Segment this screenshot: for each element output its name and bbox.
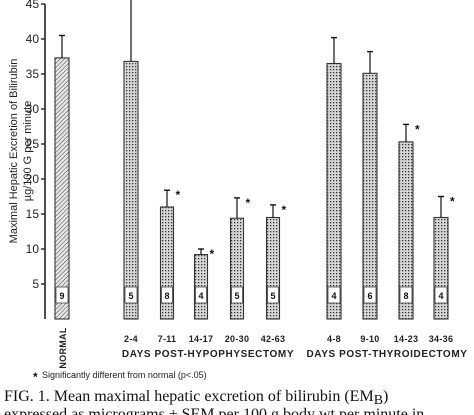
y-tick-label: 40 [26,32,40,46]
n-box [399,286,413,304]
n-label: 4 [438,291,443,301]
bar [326,62,342,320]
n-label: 5 [128,291,133,301]
category-label: 14-23 [394,334,419,344]
n-box [267,286,279,304]
footnote: * Significantly different from normal (p… [33,370,207,384]
y-tick-label: 30 [26,102,40,116]
y-axis-label-line1: Maximal Hepatic Excretion of Bilirubin [8,59,20,244]
significance-marker: * [450,195,455,209]
n-box [327,286,341,304]
n-label: 5 [234,291,239,301]
y-tick-label: 15 [26,207,40,221]
n-label: 6 [367,291,372,301]
y-tick-label: 20 [26,172,40,186]
y-axis: 5 10 15 20 25 30 35 40 45 [26,0,46,319]
y-axis-label-line2: µg/100 G per minute [22,101,34,202]
bar-group-NORMAL: 9 [54,34,70,320]
category-label: 20-30 [225,334,250,344]
caption-line1: FIG. 1. Mean maximal hepatic excretion o… [4,388,388,408]
category-label: 42-63 [261,334,286,344]
group-label-thyroidectomy: DAYS POST-THYROIDECTOMY [306,349,467,360]
category-label: 4-8 [327,334,341,344]
n-box [231,286,243,304]
n-label: 8 [164,291,169,301]
significance-marker: * [282,203,287,217]
bar [123,60,139,320]
category-label: 2-4 [124,334,138,344]
bar [265,216,281,320]
n-box [55,286,69,304]
significance-marker: * [176,188,181,202]
n-label: 5 [270,291,275,301]
bar-group-34-36: 4* [433,195,455,320]
group-label-hypophysectomy: DAYS POST-HYPOPHYSECTOMY [122,349,294,360]
caption-line2: expressed as micrograms ± SEM per 100 g … [4,406,424,415]
footnote-marker: * [33,370,38,384]
bar [433,216,449,320]
y-tick-label: 45 [26,0,40,11]
category-label: 14-17 [189,334,214,344]
n-box [363,286,377,304]
bar-group-9-10: 6 [362,50,378,320]
category-label: NORMAL [58,327,68,368]
bar-group-4-8: 4 [326,36,342,320]
figure-caption: FIG. 1. Mean maximal hepatic excretion o… [4,388,424,415]
bar [54,57,70,320]
n-label: 4 [198,291,203,301]
bar-group-14-17: 4* [193,247,215,320]
bar-group-14-23: 8* [398,122,420,320]
y-tick-label: 10 [26,242,40,256]
bar-group-2-4: 5 [123,0,139,320]
category-label: 7-11 [158,334,177,344]
n-box [434,286,448,304]
y-tick-label: 35 [26,67,40,81]
bars: 9 5 8*4*5*5*4 6 8*4* [54,0,455,320]
n-label: 9 [59,291,64,301]
footnote-text: Significantly different from normal (p<.… [42,370,207,380]
bar-group-20-30: 5* [229,196,251,320]
bar [362,72,378,320]
y-tick-label: 25 [26,137,40,151]
category-labels: NORMAL 2-4 7-11 14-17 20-30 42-63 4-8 9-10 14-23… [58,327,453,368]
bar [229,217,245,320]
significance-marker: * [210,247,215,261]
significance-marker: * [246,196,251,210]
category-label: 34-36 [429,334,454,344]
bar-group-7-11: 8* [159,188,181,320]
y-axis-label: Maximal Hepatic Excretion of Bilirubin µ… [8,59,34,244]
n-box [124,286,138,304]
y-tick-label: 5 [32,277,39,291]
n-box [195,286,207,304]
n-label: 8 [403,291,408,301]
bar-group-42-63: 5* [265,203,287,320]
category-label: 9-10 [360,334,379,344]
n-box [161,286,173,304]
n-label: 4 [331,291,336,301]
significance-marker: * [415,122,420,136]
